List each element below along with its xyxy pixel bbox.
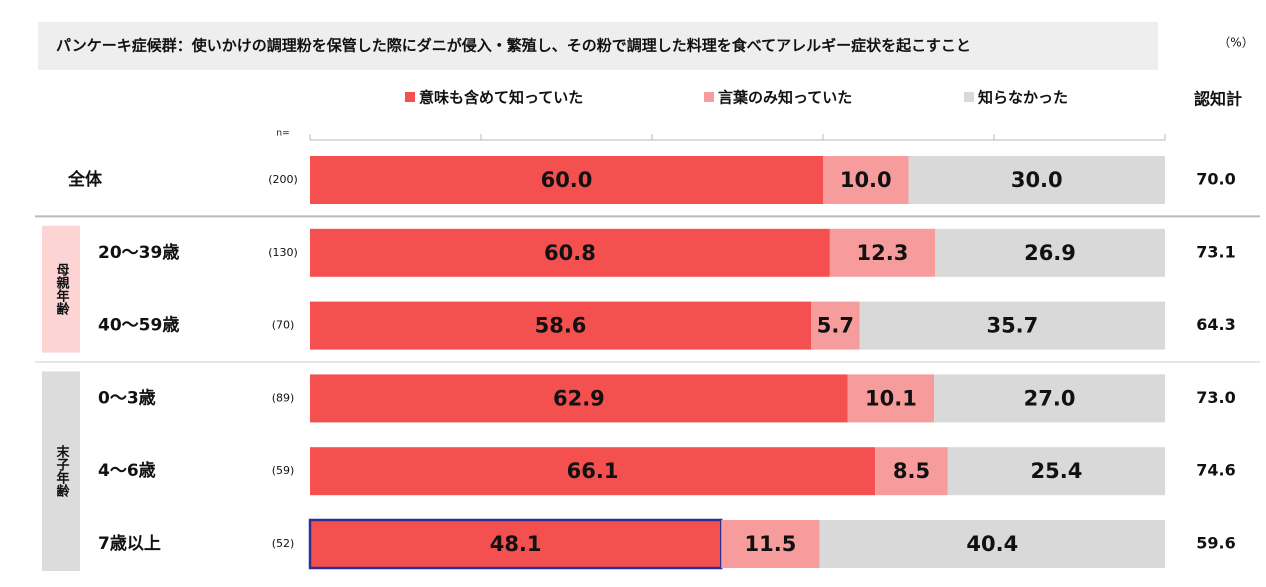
bar-segment [847,374,935,423]
bar-segment [811,301,860,350]
group-label: 末子年齢 [54,445,71,499]
group-box [42,225,80,353]
data-label: 27.0 [1024,386,1076,410]
bar-segment [823,156,909,204]
title-box [38,22,1158,70]
legend-label: 意味も含めて知っていた [419,89,583,107]
category-label: 0〜3歳 [98,387,156,408]
bar-segment [310,301,812,350]
data-label: 35.7 [986,314,1038,338]
total-value: 74.6 [1196,461,1235,480]
data-label: 10.0 [840,168,892,192]
group-box [42,371,80,571]
data-label: 11.5 [745,532,797,556]
bar-segment [310,156,823,204]
category-label: 7歳以上 [98,533,161,554]
data-label: 60.8 [544,241,596,265]
total-value: 59.6 [1196,534,1235,553]
bar-segment [908,156,1165,204]
bar-segment [829,228,936,277]
data-label: 66.1 [567,459,619,483]
data-label: 30.0 [1011,168,1063,192]
n-value: (52) [272,537,295,550]
data-label: 10.1 [865,386,917,410]
legend-label: 言葉のみ知っていた [718,89,852,107]
bar-segment [819,520,1165,568]
n-value: (89) [272,391,295,404]
legend-swatch [964,92,974,102]
unit-label: （%） [1218,36,1253,50]
legend-label: 知らなかった [978,89,1068,107]
legend-swatch [405,92,415,102]
n-label: n= [276,129,289,139]
group-label: 母親年齢 [54,263,70,316]
category-label: 20〜39歳 [98,242,179,263]
bar-segment [308,518,723,570]
bar-segment [721,520,820,568]
bar-segment [310,374,848,423]
data-label: 25.4 [1031,459,1083,483]
total-value: 73.1 [1196,242,1235,261]
chart-title: パンケーキ症候群：使いかけの調理粉を保管した際にダニが侵入・繁殖し、その粉で調理… [56,37,971,55]
data-label: 62.9 [553,386,605,410]
n-value: (200) [268,173,298,186]
bar-segment [859,301,1165,350]
bar-segment [310,228,830,277]
total-value: 70.0 [1196,170,1235,189]
n-value: (59) [272,464,295,477]
data-label: 48.1 [490,532,542,556]
category-label: 全体 [67,169,103,190]
data-label: 58.6 [535,314,587,338]
totals-header: 認知計 [1194,90,1242,109]
data-label: 40.4 [966,532,1018,556]
bar-segment [875,447,948,496]
bar-segment [947,447,1165,496]
bar-segment [935,228,1165,277]
data-label: 60.0 [541,168,593,192]
total-value: 64.3 [1196,315,1235,334]
category-label: 40〜59歳 [98,315,179,336]
n-value: (130) [268,246,298,259]
n-value: (70) [272,319,295,332]
legend-swatch [704,92,714,102]
bar-segment [310,447,876,496]
category-label: 4〜6歳 [98,460,156,481]
bar-segment [934,374,1165,423]
total-value: 73.0 [1196,388,1235,407]
data-label: 26.9 [1024,241,1076,265]
data-label: 8.5 [893,459,930,483]
data-label: 5.7 [817,314,854,338]
data-label: 12.3 [857,241,909,265]
